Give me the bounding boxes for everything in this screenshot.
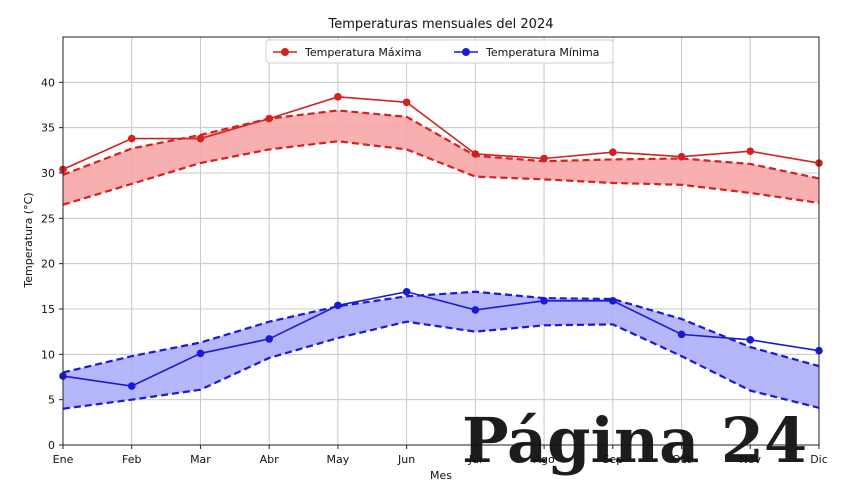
data-point-max-mar — [196, 134, 205, 143]
legend-min-label: Temperatura Mínima — [485, 46, 599, 59]
watermark-logo: Página 24 — [462, 404, 807, 477]
data-point-min-oct — [677, 330, 686, 339]
data-point-max-oct — [677, 152, 686, 161]
x-axis-title: Mes — [430, 469, 452, 482]
band-upper-dashed-max — [62, 109, 820, 180]
data-point-min-feb — [127, 382, 136, 390]
chart-title: Temperaturas mensuales del 2024 — [328, 17, 554, 32]
band-fill-min — [63, 291, 819, 409]
band-lower-dashed-max — [62, 140, 820, 206]
plot-frame — [62, 36, 820, 446]
legend-max-label: Temperatura Máxima — [304, 46, 422, 59]
band-fill-max — [63, 110, 819, 205]
data-point-min-may — [334, 301, 342, 310]
data-point-min-jun — [402, 287, 411, 296]
data-point-max-ago — [540, 154, 548, 163]
data-point-max-jul — [471, 150, 480, 158]
x-tick-label-jun: Jun — [397, 453, 415, 466]
data-point-min-nov — [746, 336, 755, 344]
y-tick-label-30: 30 — [41, 167, 55, 180]
band-lower-dashed-min — [62, 320, 820, 410]
x-tick-label-ago: Ago — [533, 453, 555, 466]
series-line-min — [62, 290, 820, 387]
data-point-min-jul — [471, 306, 480, 314]
data-point-max-jun — [402, 98, 411, 107]
x-tick-label-nov: Nov — [740, 453, 762, 466]
legend-frame — [265, 39, 614, 64]
x-tick-label-dic: Dic — [810, 453, 828, 466]
y-tick-label-10: 10 — [41, 348, 55, 361]
data-point-max-may — [334, 93, 342, 101]
y-tick-label-20: 20 — [41, 258, 55, 271]
x-tick-label-ene: Ene — [53, 453, 74, 466]
y-tick-label-35: 35 — [41, 122, 55, 135]
series-line-max — [62, 96, 820, 171]
data-point-min-abr — [265, 335, 273, 343]
axes: Ene Feb Mar Abr May Jun Jul Ago Sep Oct Nov Dic 0 5 10… — [41, 36, 828, 466]
y-tick-label-15: 15 — [41, 303, 55, 316]
band-upper-dashed-min — [62, 290, 820, 374]
y-tick-label-40: 40 — [41, 76, 55, 89]
y-axis-title: Temperatura (°C) — [22, 192, 35, 288]
x-tick-label-abr: Abr — [260, 453, 280, 466]
range-bands — [62, 109, 820, 410]
series-lines — [59, 93, 823, 390]
data-point-min-sep — [609, 297, 617, 305]
legend-max-marker — [281, 48, 289, 56]
legend: Temperatura Máxima Temperatura Mínima — [265, 39, 614, 64]
x-tick-label-oct: Oct — [672, 453, 692, 466]
y-tick-label-5: 5 — [48, 394, 55, 407]
data-point-max-feb — [127, 134, 136, 143]
x-tick-label-may: May — [327, 453, 350, 466]
data-point-min-mar — [196, 349, 205, 358]
data-point-max-sep — [609, 148, 617, 156]
x-tick-label-mar: Mar — [190, 453, 211, 466]
data-point-max-abr — [265, 114, 273, 123]
y-tick-label-25: 25 — [41, 212, 55, 225]
x-tick-label-feb: Feb — [122, 453, 141, 466]
x-tick-label-jul: Jul — [468, 453, 482, 466]
legend-min-marker — [462, 48, 470, 56]
data-point-max-nov — [746, 147, 755, 156]
data-point-min-ago — [540, 297, 548, 305]
y-tick-label-0: 0 — [48, 439, 55, 452]
x-tick-label-sep: Sep — [602, 453, 623, 466]
